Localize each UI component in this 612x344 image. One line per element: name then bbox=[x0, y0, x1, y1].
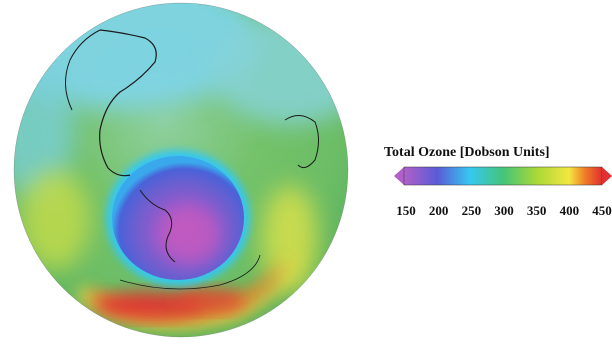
colorbar-tick-label: 200 bbox=[428, 203, 449, 218]
colorbar-max-extension bbox=[602, 167, 612, 185]
colorbar-tick-label: 150 bbox=[396, 203, 416, 218]
colorbar-tick-label: 400 bbox=[559, 203, 580, 218]
colorbar-tick-label: 300 bbox=[494, 203, 514, 218]
globe-surface bbox=[14, 3, 348, 337]
colorbar bbox=[394, 166, 612, 186]
colorbar-tick-label: 250 bbox=[461, 203, 482, 218]
colorbar-ticks: 150 200 250 300 350 400 450 bbox=[396, 203, 612, 223]
colorbar-title: Total Ozone [Dobson Units] bbox=[384, 145, 550, 160]
colorbar-tick-label: 350 bbox=[526, 203, 547, 218]
colorbar-min-extension bbox=[394, 167, 404, 185]
colorbar-gradient bbox=[403, 166, 603, 186]
colorbar-tick-label: 450 bbox=[592, 203, 612, 218]
